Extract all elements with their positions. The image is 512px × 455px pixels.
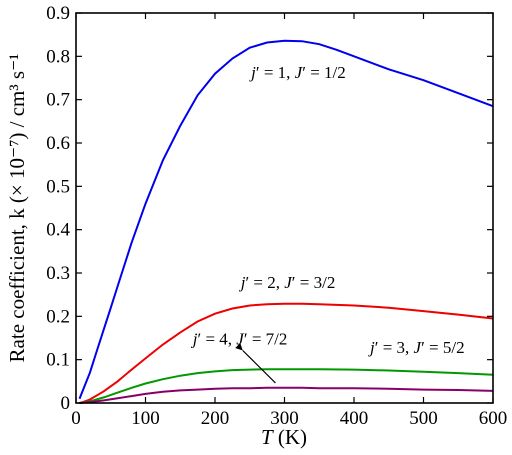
curve-label-part: ′ = 1,: [256, 63, 295, 82]
x-axis-title-unit: (K): [273, 425, 307, 449]
x-axis: 0 100 200 300 400 500 600: [71, 13, 507, 429]
x-tick-label: 400: [340, 408, 369, 429]
annotation-arrow: [235, 342, 276, 384]
curve-label-3: j′ = 4, J′ = 7/2: [191, 330, 288, 349]
x-axis-title: T (K): [261, 425, 307, 449]
curve-label-2: j′ = 2, J′ = 3/2: [239, 273, 336, 292]
curve-label-part: J: [414, 338, 423, 357]
curve-label-part: ′ = 4,: [197, 330, 236, 349]
y-tick-label: 0.4: [46, 220, 70, 241]
curve-label-part: ′ = 3/2: [292, 273, 336, 292]
curve-label-part: J: [236, 330, 245, 349]
y-tick-label: 0.3: [46, 263, 70, 284]
curve-label-part: j: [191, 330, 198, 349]
series-line-4: [79, 386, 494, 404]
curve-label-part: J: [295, 63, 304, 82]
y-tick-label: 0.8: [46, 46, 70, 67]
x-tick-label: 0: [71, 408, 81, 429]
curve-label-part: ′ = 1/2: [302, 63, 346, 82]
curve-label-part: j: [249, 63, 256, 82]
series-line-3: [79, 368, 494, 404]
y-tick-label: 0.2: [46, 306, 70, 327]
y-tick-label: 0.6: [46, 133, 70, 154]
x-tick-label: 300: [270, 408, 299, 429]
curve-label-part: j: [368, 338, 375, 357]
x-tick-label: 100: [131, 408, 160, 429]
curve-label-4: j′ = 3, J′ = 5/2: [368, 338, 465, 357]
y-tick-label: 0.5: [46, 176, 70, 197]
series-line-1: [78, 39, 494, 400]
annotations: j′ = 1, J′ = 1/2j′ = 2, J′ = 3/2j′ = 4, …: [191, 63, 465, 384]
curve-label-part: ′ = 2,: [245, 273, 284, 292]
x-tick-label: 600: [479, 408, 508, 429]
y-axis-title: Rate coefficient, k (× 10⁻⁷) / cm³ s⁻¹: [5, 54, 29, 363]
y-tick-label: 0.1: [46, 350, 70, 371]
y-tick-label: 0.9: [46, 3, 70, 24]
curve-label-part: ′ = 7/2: [244, 330, 288, 349]
curve-label-part: ′ = 3,: [375, 338, 414, 357]
x-tick-label: 200: [201, 408, 230, 429]
y-tick-label: 0.7: [46, 90, 70, 111]
y-tick-label: 0: [61, 393, 71, 414]
curve-label-1: j′ = 1, J′ = 1/2: [249, 63, 346, 82]
plot-series: [78, 39, 494, 404]
curve-label-part: j: [239, 273, 246, 292]
series-line-2: [79, 302, 494, 404]
curve-label-part: J: [284, 273, 293, 292]
x-axis-title-var: T: [261, 425, 274, 449]
y-axis: 0 0.1 0.2 0.3 0.4 0.5 0.6 0.7 0.8 0.9: [46, 3, 493, 414]
curve-label-part: ′ = 5/2: [421, 338, 465, 357]
x-tick-label: 500: [409, 408, 438, 429]
